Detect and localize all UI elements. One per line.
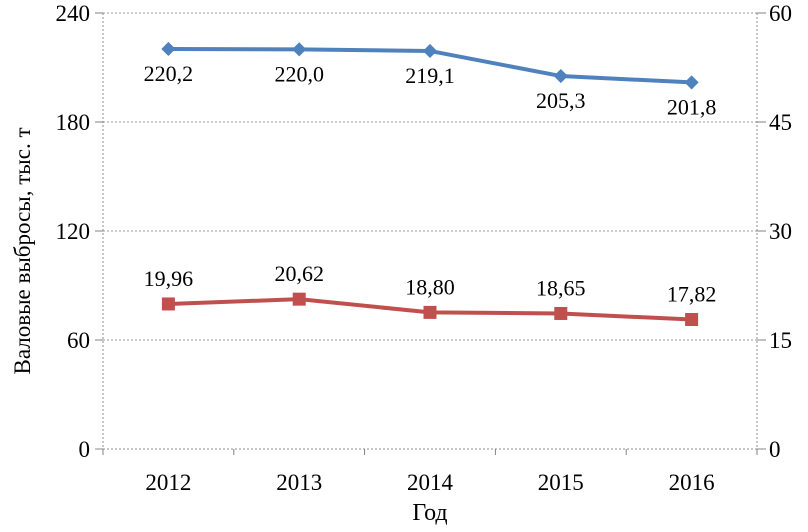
x-axis-tick-label: 2014 [407, 470, 454, 495]
series-2-data-label: 20,62 [274, 261, 324, 286]
right-axis-tick-label: 0 [769, 437, 781, 462]
series-1-marker-diamond [422, 43, 438, 59]
x-axis-tick-label: 2016 [669, 470, 715, 495]
y-axis-title: Валовые выбросы, тыс. т [10, 127, 35, 375]
series-1-marker-diamond [553, 68, 568, 84]
series-2-data-label: 18,65 [536, 275, 586, 300]
series-2-marker-square [423, 305, 437, 319]
left-axis-tick-label: 180 [56, 110, 91, 135]
right-axis-tick-label: 60 [769, 1, 792, 26]
series-2-data-label: 18,80 [405, 274, 455, 299]
x-axis-tick-label: 2012 [145, 470, 191, 495]
series-1-data-label: 219,1 [405, 63, 455, 88]
series-2-data-label: 17,82 [667, 282, 717, 307]
right-axis-tick-label: 45 [769, 110, 792, 135]
left-axis-tick-label: 60 [67, 328, 90, 353]
x-axis-tick-label: 2013 [276, 470, 322, 495]
series-1-data-label: 205,3 [536, 88, 586, 113]
left-axis-tick-label: 0 [79, 437, 91, 462]
series-1-marker-diamond [292, 42, 307, 57]
x-axis-title: Год [412, 500, 448, 526]
series-1-data-label: 220,2 [144, 61, 194, 86]
left-axis-tick-label: 120 [56, 219, 91, 244]
series-2-marker-square [161, 297, 175, 311]
series-1-data-label: 220,0 [274, 61, 324, 86]
x-axis-tick-label: 2015 [538, 470, 584, 495]
series-1-marker-diamond [684, 75, 699, 90]
left-axis-tick-label: 240 [56, 1, 91, 26]
series-2-data-label: 19,96 [144, 266, 194, 291]
series-2-marker-square [554, 306, 568, 320]
right-axis-tick-label: 15 [769, 328, 792, 353]
series-1-data-label: 201,8 [667, 94, 717, 119]
series-1-marker-diamond [161, 41, 176, 57]
right-axis-tick-label: 30 [769, 219, 792, 244]
series-2-marker-square [292, 292, 306, 306]
series-2-marker-square [685, 313, 699, 327]
